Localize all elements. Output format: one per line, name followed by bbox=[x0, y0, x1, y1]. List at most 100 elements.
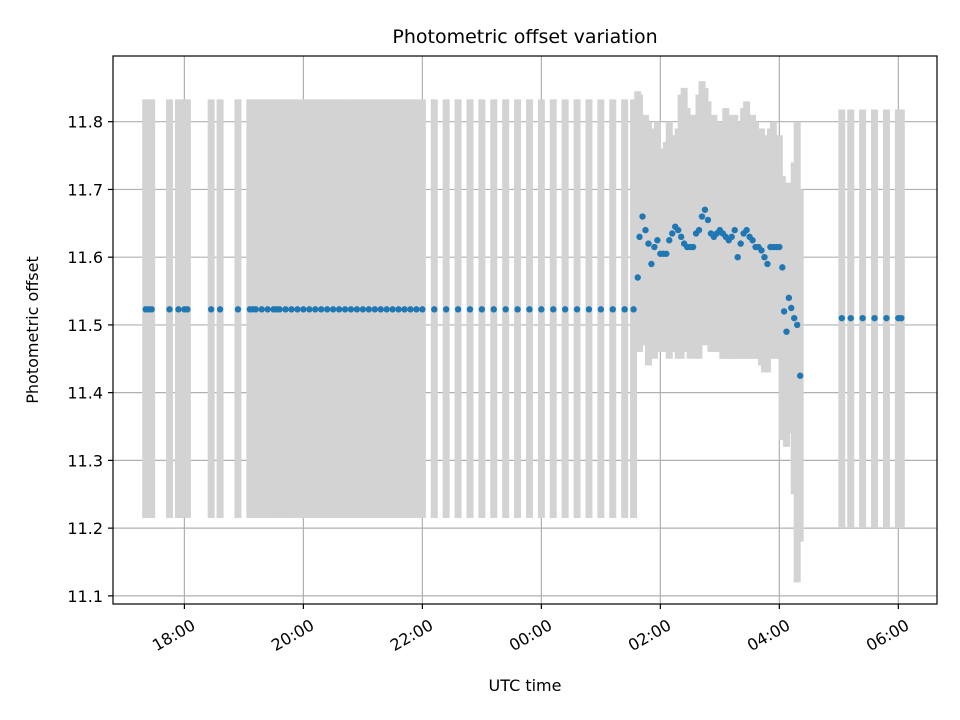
data-point bbox=[175, 306, 182, 313]
data-point bbox=[859, 314, 866, 322]
data-point bbox=[597, 306, 605, 313]
data-point bbox=[561, 306, 569, 313]
data-point bbox=[785, 294, 793, 302]
data-point bbox=[365, 306, 373, 313]
data-point bbox=[639, 213, 646, 220]
data-point bbox=[526, 306, 533, 313]
data-point bbox=[695, 226, 703, 234]
y-tick-label: 11.4 bbox=[67, 384, 103, 403]
data-point bbox=[728, 233, 735, 241]
y-tick-label: 11.3 bbox=[67, 451, 103, 470]
data-points bbox=[142, 206, 905, 379]
data-point bbox=[758, 247, 765, 254]
x-tick-label: 18:00 bbox=[149, 615, 198, 655]
data-point bbox=[347, 306, 355, 313]
data-point bbox=[276, 306, 283, 313]
data-point bbox=[419, 306, 426, 313]
data-point bbox=[636, 233, 643, 241]
data-point bbox=[764, 260, 771, 268]
data-point bbox=[634, 274, 641, 281]
data-point bbox=[779, 264, 786, 271]
data-point bbox=[454, 306, 462, 313]
data-point bbox=[573, 306, 581, 313]
data-point bbox=[883, 314, 890, 322]
data-point bbox=[677, 233, 685, 241]
data-point bbox=[478, 306, 486, 313]
data-point bbox=[734, 253, 741, 261]
data-point bbox=[648, 260, 655, 268]
data-point bbox=[371, 306, 378, 313]
data-point bbox=[776, 243, 783, 251]
data-point bbox=[466, 306, 474, 313]
data-point bbox=[306, 306, 313, 313]
data-point bbox=[264, 306, 271, 313]
data-point bbox=[783, 328, 790, 335]
y-tick-label: 11.2 bbox=[67, 519, 103, 538]
data-point bbox=[737, 240, 744, 247]
y-tick-label: 11.8 bbox=[67, 113, 103, 132]
data-point bbox=[148, 306, 155, 313]
data-point bbox=[731, 226, 738, 234]
data-point bbox=[698, 213, 706, 220]
data-point bbox=[216, 306, 224, 313]
data-point bbox=[689, 243, 697, 251]
data-point bbox=[318, 306, 325, 313]
data-point bbox=[871, 314, 878, 322]
data-point bbox=[377, 306, 384, 313]
y-tick-label: 11.1 bbox=[67, 587, 103, 606]
data-point bbox=[252, 306, 259, 313]
data-point bbox=[341, 306, 349, 313]
data-point bbox=[407, 306, 414, 313]
y-tick-label: 11.6 bbox=[67, 248, 103, 267]
data-point bbox=[234, 306, 242, 313]
data-point bbox=[666, 237, 673, 244]
data-point bbox=[490, 306, 497, 313]
data-point bbox=[749, 237, 756, 244]
data-point bbox=[674, 226, 682, 234]
data-point bbox=[353, 306, 361, 313]
data-point bbox=[654, 237, 661, 244]
data-point bbox=[847, 314, 854, 322]
data-point bbox=[442, 306, 450, 313]
data-point bbox=[701, 206, 709, 213]
x-tick-label: 00:00 bbox=[506, 615, 555, 655]
data-point bbox=[395, 306, 402, 313]
data-point bbox=[258, 306, 265, 313]
data-point bbox=[207, 306, 215, 313]
data-point bbox=[663, 250, 670, 257]
y-axis-title: Photometric offset bbox=[23, 256, 42, 404]
x-axis: 18:00 20:00 22:00 00:00 02:00 04:00 06:00 bbox=[149, 604, 912, 655]
x-tick-label: 20:00 bbox=[268, 615, 317, 655]
data-point bbox=[550, 306, 557, 313]
data-point bbox=[514, 306, 521, 313]
y-tick-label: 11.5 bbox=[67, 316, 103, 335]
data-point bbox=[413, 306, 420, 313]
data-point bbox=[294, 306, 301, 313]
data-point bbox=[383, 306, 390, 313]
chart-title: Photometric offset variation bbox=[392, 26, 657, 48]
data-point bbox=[502, 306, 509, 313]
data-point bbox=[761, 253, 768, 261]
data-point bbox=[642, 226, 649, 234]
data-point bbox=[791, 314, 798, 322]
data-point bbox=[538, 306, 545, 313]
data-point bbox=[669, 230, 676, 237]
data-point bbox=[651, 243, 658, 251]
x-tick-label: 22:00 bbox=[387, 615, 436, 655]
data-point bbox=[184, 306, 191, 313]
data-point bbox=[323, 306, 331, 313]
data-point bbox=[621, 306, 628, 313]
data-point bbox=[793, 321, 801, 329]
data-point bbox=[796, 372, 804, 379]
data-point bbox=[898, 314, 905, 322]
data-point bbox=[335, 306, 343, 313]
data-point bbox=[401, 306, 408, 313]
data-point bbox=[166, 306, 173, 313]
data-point bbox=[585, 306, 593, 313]
y-axis: 11.1 11.2 11.3 11.4 11.5 11.6 11.7 11.8 bbox=[67, 113, 113, 606]
data-point bbox=[645, 240, 652, 247]
data-point bbox=[431, 306, 438, 313]
data-point bbox=[329, 306, 337, 313]
data-point bbox=[609, 306, 616, 313]
